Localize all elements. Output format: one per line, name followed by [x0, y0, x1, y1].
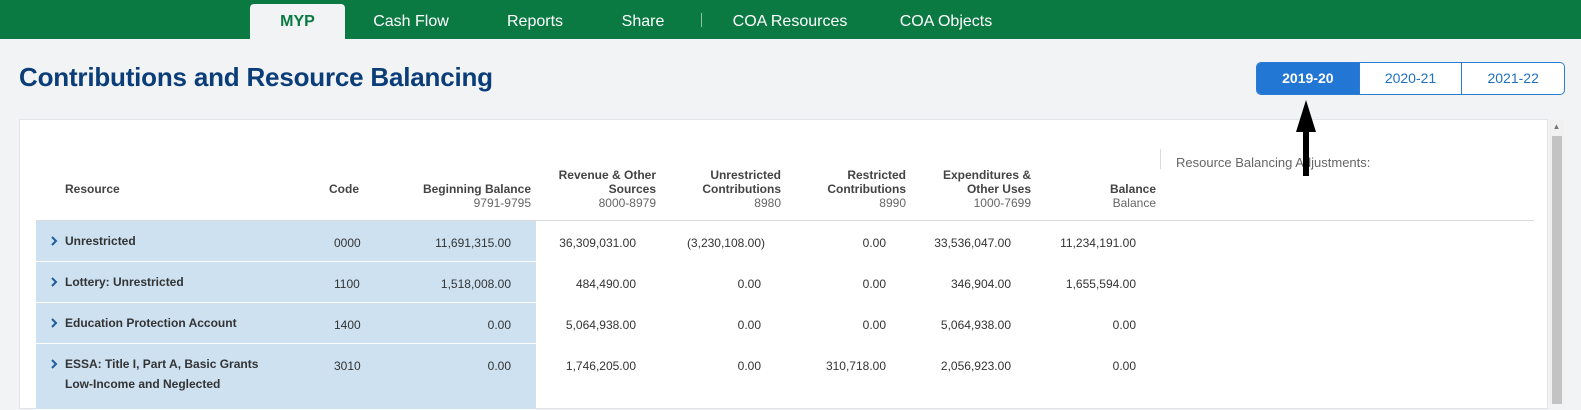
- restricted-value: 0.00: [862, 277, 886, 291]
- header-beginning-balance-range: 9791-9795: [473, 196, 531, 210]
- header-revenue-line1: Revenue & Other: [558, 168, 656, 182]
- year-button-2020-21[interactable]: 2020-21: [1358, 63, 1462, 94]
- row-fixed-cells: [36, 262, 536, 303]
- scrollbar-thumb[interactable]: [1552, 136, 1562, 404]
- tab-reports[interactable]: Reports: [506, 13, 564, 30]
- resource-name-line2: Low-Income and Neglected: [65, 377, 221, 391]
- expenditures-value: 346,904.00: [950, 277, 1011, 291]
- resource-balancing-table: Resource Code Beginning Balance 9791-979…: [36, 120, 1534, 410]
- header-expenditures-line2: Other Uses: [966, 182, 1031, 196]
- year-selector: 2019-20 2020-21 2021-22: [1256, 62, 1565, 95]
- beginning-balance-value: 0.00: [487, 318, 511, 332]
- header-restricted-line2: Contributions: [827, 182, 906, 196]
- header-revenue-line2: Sources: [608, 182, 656, 196]
- tab-cash-flow[interactable]: Cash Flow: [373, 13, 449, 30]
- balance-value: 0.00: [1112, 359, 1136, 373]
- expenditures-value: 2,056,923.00: [940, 359, 1011, 373]
- resource-code: 1400: [334, 318, 361, 332]
- resource-name: Lottery: Unrestricted: [65, 275, 184, 289]
- header-beginning-balance[interactable]: Beginning Balance 9791-9795: [416, 182, 531, 210]
- chevron-right-icon[interactable]: [49, 234, 59, 248]
- resource-name: Education Protection Account: [65, 316, 237, 330]
- beginning-balance-value: 1,518,008.00: [440, 277, 511, 291]
- resource-code: 0000: [334, 236, 361, 250]
- revenue-value: 36,309,031.00: [559, 236, 636, 250]
- restricted-value: 0.00: [862, 236, 886, 250]
- revenue-value: 1,746,205.00: [565, 359, 636, 373]
- unrestricted-value: (3,230,108.00): [686, 236, 765, 250]
- scroll-up-arrow-icon[interactable]: ▲: [1552, 122, 1561, 131]
- chevron-right-icon[interactable]: [49, 316, 59, 330]
- chevron-right-icon[interactable]: [49, 275, 59, 289]
- row-fixed-cells: [36, 221, 536, 262]
- header-expenditures-line1: Expenditures &: [942, 168, 1031, 182]
- header-beginning-balance-label: Beginning Balance: [422, 182, 531, 196]
- header-rule: [36, 220, 1534, 221]
- contributions-panel: Resource Code Beginning Balance 9791-979…: [19, 119, 1548, 410]
- header-resource[interactable]: Resource: [65, 182, 120, 196]
- beginning-balance-value: 11,691,315.00: [435, 236, 511, 250]
- adjustments-divider: [1160, 149, 1161, 169]
- balance-value: 11,234,191.00: [1060, 236, 1136, 250]
- table-row: ESSA: Title I, Part A, Basic Grants Low-…: [36, 344, 1534, 410]
- restricted-value: 310,718.00: [825, 359, 886, 373]
- header-unrestricted-contributions[interactable]: Unrestricted Contributions 8980: [666, 168, 781, 210]
- header-revenue-range: 8000-8979: [598, 196, 656, 210]
- header-restricted-line1: Restricted: [847, 168, 906, 182]
- header-expenditures[interactable]: Expenditures & Other Uses 1000-7699: [916, 168, 1031, 210]
- header-unrestricted-range: 8980: [754, 196, 781, 210]
- restricted-value: 0.00: [862, 318, 886, 332]
- beginning-balance-value: 0.00: [487, 359, 511, 373]
- tab-coa-objects[interactable]: COA Objects: [899, 13, 993, 30]
- row-fixed-cells: [36, 303, 536, 344]
- year-button-2021-22[interactable]: 2021-22: [1461, 63, 1564, 94]
- header-revenue[interactable]: Revenue & Other Sources 8000-8979: [541, 168, 656, 210]
- header-balance-label: Balance: [1109, 182, 1156, 196]
- unrestricted-value: 0.00: [737, 359, 761, 373]
- nav-divider: [701, 13, 702, 27]
- resource-code: 1100: [334, 277, 360, 291]
- table-row: Unrestricted 0000 11,691,315.00 36,309,0…: [36, 221, 1534, 262]
- expenditures-value: 33,536,047.00: [934, 236, 1011, 250]
- unrestricted-value: 0.00: [737, 318, 761, 332]
- tab-share[interactable]: Share: [621, 13, 665, 30]
- resource-balancing-adjustments-label: Resource Balancing Adjustments:: [1176, 155, 1371, 170]
- vertical-scrollbar[interactable]: ▲: [1549, 120, 1564, 404]
- table-row: Education Protection Account 1400 0.00 5…: [36, 303, 1534, 344]
- header-code[interactable]: Code: [329, 182, 359, 196]
- header-balance-sub: Balance: [1112, 196, 1156, 210]
- header-unrestricted-line1: Unrestricted: [710, 168, 781, 182]
- revenue-value: 484,490.00: [575, 277, 636, 291]
- balance-value: 0.00: [1112, 318, 1136, 332]
- tab-coa-resources[interactable]: COA Resources: [732, 13, 848, 30]
- header-expenditures-range: 1000-7699: [973, 196, 1031, 210]
- top-navigation: MYP Cash Flow Reports Share COA Resource…: [0, 0, 1581, 39]
- chevron-right-icon[interactable]: [49, 357, 59, 371]
- resource-code: 3010: [334, 359, 361, 373]
- header-balance[interactable]: Balance Balance: [1041, 182, 1156, 210]
- tab-myp[interactable]: MYP: [250, 4, 345, 39]
- unrestricted-value: 0.00: [737, 277, 761, 291]
- balance-value: 1,655,594.00: [1065, 277, 1136, 291]
- expenditures-value: 5,064,938.00: [940, 318, 1011, 332]
- revenue-value: 5,064,938.00: [565, 318, 636, 332]
- page-title: Contributions and Resource Balancing: [19, 62, 493, 92]
- header-unrestricted-line2: Contributions: [702, 182, 781, 196]
- header-restricted-range: 8990: [879, 196, 906, 210]
- resource-name-line1: ESSA: Title I, Part A, Basic Grants: [65, 357, 259, 371]
- header-restricted-contributions[interactable]: Restricted Contributions 8990: [791, 168, 906, 210]
- resource-name: Unrestricted: [65, 234, 136, 248]
- resource-name: ESSA: Title I, Part A, Basic Grants Low-…: [65, 354, 295, 394]
- year-button-2019-20[interactable]: 2019-20: [1257, 63, 1359, 94]
- table-row: Lottery: Unrestricted 1100 1,518,008.00 …: [36, 262, 1534, 303]
